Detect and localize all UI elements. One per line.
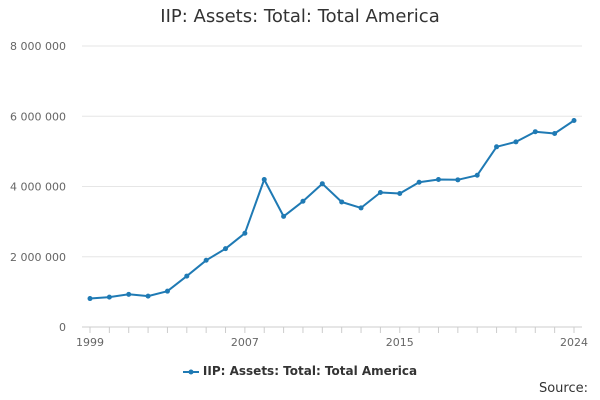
data-point	[203, 257, 209, 263]
y-tick-label: 2 000 000	[10, 251, 66, 264]
data-point	[87, 296, 93, 302]
data-point	[455, 177, 461, 183]
data-point	[164, 288, 170, 294]
data-point	[435, 176, 441, 182]
series-line	[89, 119, 575, 300]
data-point	[474, 172, 480, 178]
legend-marker	[182, 369, 199, 374]
y-tick-label: 6 000 000	[10, 110, 66, 123]
data-point	[145, 293, 151, 299]
y-tick-label: 8 000 000	[10, 40, 66, 53]
y-tick-label: 0	[59, 321, 66, 334]
data-point	[377, 189, 383, 195]
data-point	[532, 129, 538, 135]
gridlines	[82, 45, 582, 258]
data-point	[106, 294, 112, 300]
chart-title: IIP: Assets: Total: Total America	[160, 6, 440, 27]
data-point	[513, 139, 519, 145]
data-point	[126, 291, 132, 297]
data-point	[223, 246, 229, 252]
source-label: Source:	[538, 381, 588, 396]
data-point	[416, 179, 422, 185]
axes: 0 2 000 000 4 000 000 6 000 000 8 000 000 199…	[10, 40, 588, 349]
data-point	[242, 230, 248, 236]
data-point	[319, 181, 325, 187]
x-tick-label: 2024	[560, 336, 588, 349]
data-point	[300, 198, 306, 204]
data-point	[552, 130, 558, 136]
data-point	[358, 205, 364, 211]
legend[interactable]: IIP: Assets: Total: Total America	[0, 364, 600, 378]
y-tick-label: 4 000 000	[10, 181, 66, 194]
data-point	[571, 117, 577, 123]
data-point	[494, 144, 500, 150]
series-layer	[87, 117, 577, 302]
data-point	[281, 213, 287, 219]
legend-label: IIP: Assets: Total: Total America	[202, 364, 418, 378]
x-tick-label: 1999	[76, 336, 104, 349]
data-point	[184, 273, 190, 279]
data-point	[339, 199, 345, 205]
data-point	[397, 191, 403, 197]
x-tick-label: 2007	[231, 336, 259, 349]
x-tick-label: 2015	[386, 336, 414, 349]
data-point	[261, 176, 267, 182]
